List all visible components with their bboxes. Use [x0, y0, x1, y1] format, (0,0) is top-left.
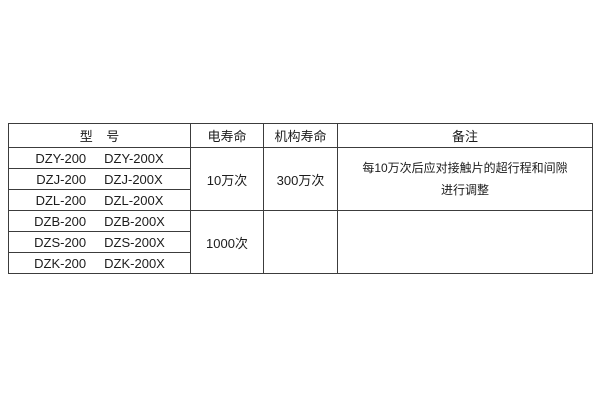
remark-cell-group1: 每10万次后应对接触片的超行程和间隙 进行调整 — [337, 147, 593, 211]
table-header-row: 型 号 电寿命 机构寿命 备注 — [8, 123, 593, 148]
model-cell-dzy: DZY-200 DZY-200X — [8, 147, 191, 169]
model-cell-dzl: DZL-200 DZL-200X — [8, 189, 191, 211]
spec-table: 型 号 电寿命 机构寿命 备注 DZY-200 DZY-200X 10万次 30… — [8, 123, 593, 274]
model-number: DZK-200 — [34, 255, 87, 271]
model-number: DZS-200 — [34, 234, 87, 250]
model-number: DZL-200 — [35, 192, 87, 208]
header-remark: 备注 — [337, 123, 593, 148]
remark-line: 进行调整 — [440, 183, 489, 197]
model-number: DZY-200 — [35, 150, 87, 166]
table-row-dzk: DZK-200 DZK-200X — [8, 252, 593, 274]
model-number: DZJ-200 — [36, 171, 87, 187]
electrical-life-cell-group2: 1000次 — [190, 210, 264, 274]
model-cell-dzk: DZK-200 DZK-200X — [8, 252, 191, 274]
model-number: DZS-200X — [104, 234, 165, 250]
model-number: DZJ-200X — [104, 171, 163, 187]
model-cell-dzj: DZJ-200 DZJ-200X — [8, 168, 191, 190]
model-number: DZL-200X — [104, 192, 164, 208]
remark-line: 每10万次后应对接触片的超行程和间隙 — [362, 161, 568, 175]
model-number: DZB-200 — [34, 213, 87, 229]
mechanism-life-cell-group2 — [263, 210, 338, 274]
mechanism-life-cell-group1: 300万次 — [263, 147, 338, 211]
model-cell-dzb: DZB-200 DZB-200X — [8, 210, 191, 232]
model-number: DZB-200X — [104, 213, 165, 229]
remark-cell-group2 — [337, 210, 593, 274]
header-electrical-life: 电寿命 — [190, 123, 264, 148]
header-mechanism-life: 机构寿命 — [263, 123, 338, 148]
table-row-dzb: DZB-200 DZB-200X 1000次 — [8, 210, 593, 274]
model-number: DZK-200X — [104, 255, 165, 271]
model-number: DZY-200X — [104, 150, 164, 166]
header-model: 型 号 — [8, 123, 191, 148]
model-cell-dzs: DZS-200 DZS-200X — [8, 231, 191, 253]
table-row-dzj: DZJ-200 DZJ-200X — [8, 168, 593, 190]
table-row-dzy: DZY-200 DZY-200X 10万次 300万次 每10万次后应对接触片的… — [8, 147, 593, 211]
electrical-life-cell-group1: 10万次 — [190, 147, 264, 211]
table-row-dzl: DZL-200 DZL-200X — [8, 189, 593, 211]
